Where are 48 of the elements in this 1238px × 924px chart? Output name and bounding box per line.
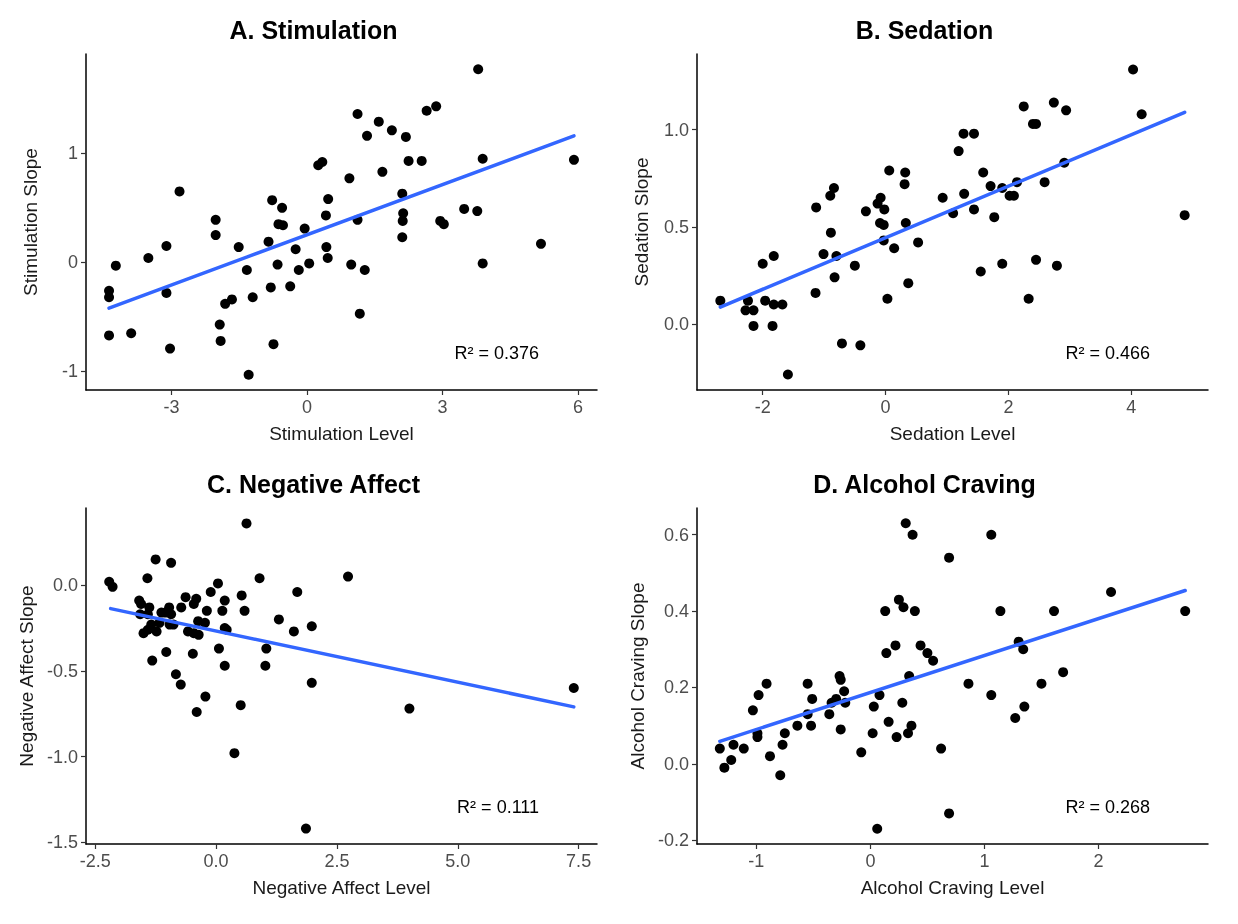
y-axis-title: Negative Affect Slope: [16, 585, 38, 767]
x-axis-title: Alcohol Craving Level: [860, 877, 1045, 898]
x-tick-label: 1: [979, 851, 990, 871]
y-tick-label: -1: [61, 361, 78, 382]
y-tick-label: -1.5: [46, 832, 78, 853]
y-tick-label: 0.6: [663, 524, 689, 545]
x-tick-label: 2: [1093, 851, 1104, 871]
x-tick-label: 2.5: [324, 851, 350, 871]
x-tick-label: 0.0: [203, 851, 229, 871]
y-tick-label: -0.2: [657, 830, 689, 851]
x-axis-title: Negative Affect Level: [252, 877, 431, 898]
y-tick-label: 1.0: [663, 119, 689, 140]
y-tick-label: 1: [67, 143, 78, 164]
y-tick-label: 0.0: [52, 575, 78, 596]
annotation: R² = 0.466: [1065, 343, 1151, 363]
x-tick-label: 2: [1003, 397, 1014, 417]
y-tick-label: 0.2: [663, 677, 689, 698]
y-tick-label: 0.0: [663, 313, 689, 334]
x-tick-label: 4: [1126, 397, 1137, 417]
annotation: R² = 0.111: [457, 797, 540, 817]
x-tick-label: 0: [301, 397, 312, 417]
x-tick-label: -1: [748, 851, 765, 871]
x-tick-label: 7.5: [566, 851, 592, 871]
y-tick-label: 0: [67, 252, 78, 273]
x-tick-label: 0: [880, 397, 891, 417]
y-axis-title: Stimulation Slope: [20, 148, 41, 296]
x-tick-label: 5.0: [445, 851, 471, 871]
x-axis-title: Sedation Level: [889, 423, 1016, 444]
x-axis-title: Stimulation Level: [269, 423, 414, 444]
x-tick-label: 3: [437, 397, 448, 417]
chart-title: B. Sedation: [855, 15, 994, 44]
annotation: R² = 0.268: [1065, 797, 1151, 817]
x-tick-label: 0: [865, 851, 876, 871]
chart-title: C. Negative Affect: [206, 469, 421, 498]
y-tick-label: 0.4: [663, 601, 689, 622]
x-tick-label: -2: [754, 397, 771, 417]
y-axis-title: Alcohol Craving Slope: [627, 582, 649, 770]
annotation: R² = 0.376: [454, 343, 540, 363]
y-tick-label: -1.0: [46, 746, 78, 767]
y-tick-label: 0.0: [663, 753, 689, 774]
chart-title: A. Stimulation: [229, 15, 398, 44]
y-tick-label: 0.5: [663, 216, 689, 237]
x-tick-label: -3: [163, 397, 180, 417]
y-tick-label: -0.5: [46, 660, 78, 681]
x-tick-label: -2.5: [79, 851, 111, 871]
chart-title: D. Alcohol Craving: [813, 469, 1036, 498]
y-axis-title: Sedation Slope: [631, 157, 652, 287]
x-tick-label: 6: [573, 397, 584, 417]
